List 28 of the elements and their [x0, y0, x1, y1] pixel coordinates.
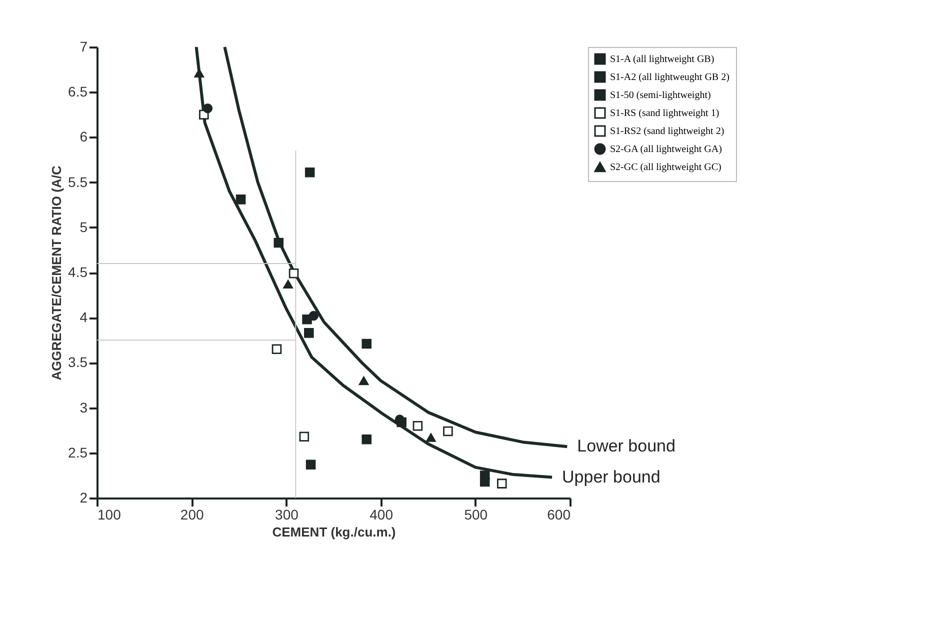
- series-label: Lower bound: [577, 436, 676, 456]
- y-tick-label: 3: [80, 399, 88, 416]
- x-tick-label: 300: [275, 506, 299, 522]
- legend-label: S1-A2 (all lightweught GB 2): [610, 72, 730, 83]
- x-tick-label: 200: [180, 506, 204, 522]
- x-axis-title: CEMENT (kg./cu.m.): [272, 524, 396, 540]
- y-tick-label: 5: [80, 218, 88, 235]
- series-label: Upper bound: [562, 467, 660, 486]
- x-tick-label: 100: [98, 506, 122, 522]
- y-tick-label: 3.5: [68, 354, 88, 370]
- x-tick-label: 500: [464, 506, 488, 522]
- y-tick-label: 4: [80, 309, 88, 326]
- legend-label: S1-50 (semi-lightweight): [610, 90, 711, 101]
- legend-label: S2-GC (all lightweight GC): [610, 162, 722, 173]
- x-tick-label: 400: [370, 506, 394, 522]
- legend-label: S2-GA (all lightweight GA): [610, 144, 722, 155]
- y-tick-label: 2: [80, 490, 88, 506]
- legend-label: S1-RS2 (sand lightweight 2): [610, 126, 724, 137]
- y-tick-label: 6.5: [68, 84, 88, 100]
- y-axis-title: AGGREGATE/CEMENT RATIO (A/C: [49, 165, 64, 380]
- y-tick-label: 4.5: [68, 264, 88, 280]
- y-tick-label: 7: [80, 38, 88, 54]
- y-tick-label: 2.5: [68, 444, 88, 460]
- x-tick-label: 600: [547, 506, 571, 522]
- y-tick-label: 5.5: [68, 174, 88, 190]
- legend-label: S1-A (all lightweight GB): [610, 54, 714, 65]
- legend-label: S1-RS (sand lightweight 1): [610, 108, 720, 119]
- y-tick-label: 6: [80, 128, 88, 145]
